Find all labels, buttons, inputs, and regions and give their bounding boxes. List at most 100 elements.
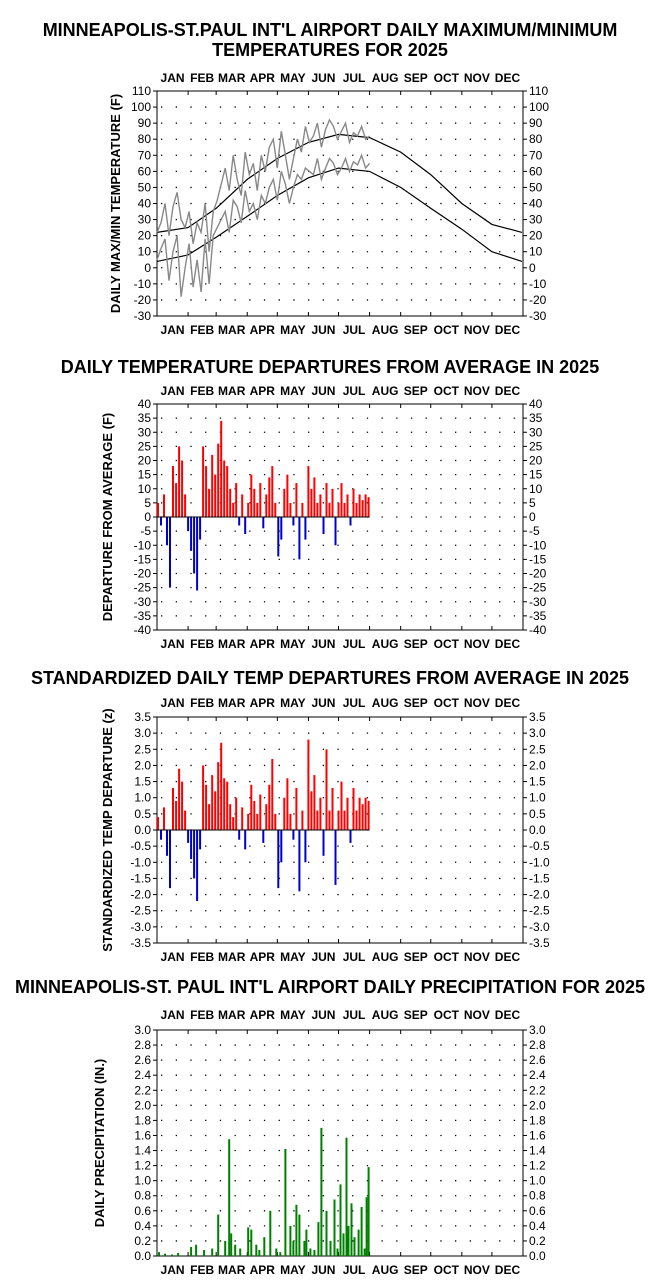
standardized-bar: [181, 781, 184, 830]
month-label-top: JUL: [343, 1008, 366, 1022]
y-tick-label-right: 40: [529, 397, 543, 411]
month-label-top: SEP: [404, 1008, 428, 1022]
y-tick-label: 1.8: [134, 1113, 151, 1127]
y-tick-label: 0.5: [134, 807, 151, 821]
standardized-bar: [214, 791, 217, 830]
month-label-top: APR: [250, 71, 276, 85]
y-tick-label: 1.2: [134, 1159, 151, 1173]
month-label-top: APR: [250, 696, 276, 710]
month-label-top: SEP: [404, 696, 428, 710]
y-tick-label-right: -35: [529, 609, 547, 623]
y-tick-label-right: 1.8: [529, 1113, 546, 1127]
precip-bar: [279, 1252, 282, 1256]
y-tick-label: -20: [134, 293, 152, 307]
y-tick-label-right: -30: [529, 595, 547, 609]
standardized-bar: [352, 788, 355, 830]
departures-bar: [205, 466, 208, 517]
y-tick-label: 0.2: [134, 1234, 151, 1248]
month-label-bottom: JUL: [343, 1263, 366, 1277]
y-tick-label-right: 90: [529, 116, 543, 130]
precip-bar: [298, 1214, 301, 1256]
y-tick-label-right: 100: [529, 100, 549, 114]
month-label-top: AUG: [372, 384, 399, 398]
standardized-bar: [166, 830, 168, 856]
month-label-top: SEP: [404, 71, 428, 85]
y-tick-label-right: 0: [529, 261, 536, 275]
month-label-bottom: APR: [250, 950, 276, 964]
y-tick-label: 0.4: [134, 1219, 151, 1233]
month-label-bottom: JUN: [311, 637, 335, 651]
standardized-bar: [172, 788, 174, 830]
y-tick-label-right: -1.0: [529, 855, 550, 869]
y-tick-label: -40: [134, 623, 152, 637]
y-tick-label-right: 30: [529, 213, 543, 227]
month-label-bottom: DEC: [495, 1263, 521, 1277]
month-label-top: JUL: [343, 696, 366, 710]
precip-bar: [313, 1250, 316, 1256]
month-label-top: JUL: [343, 71, 366, 85]
departures-bar: [196, 517, 199, 591]
departures-bar: [235, 483, 238, 517]
y-tick-label: 40: [138, 197, 152, 211]
month-label-top: DEC: [495, 384, 521, 398]
y-tick-label: -10: [134, 277, 152, 291]
month-label-top: AUG: [372, 1008, 399, 1022]
standardized-bar: [259, 794, 262, 830]
y-tick-label-right: 10: [529, 245, 543, 259]
standardized-bar: [184, 810, 187, 830]
month-label-top: FEB: [190, 71, 214, 85]
y-tick-label-right: 2.5: [529, 742, 546, 756]
month-label-top: JAN: [161, 1008, 185, 1022]
departures-bar: [166, 517, 168, 546]
y-tick-label-right: 1.6: [529, 1128, 546, 1142]
month-label-bottom: MAY: [280, 1263, 306, 1277]
y-tick-label-right: 20: [529, 454, 543, 468]
month-label-bottom: JAN: [161, 323, 185, 337]
standardized-bar: [367, 800, 370, 830]
standardized-bar: [328, 810, 331, 830]
y-tick-label-right: -10: [529, 277, 547, 291]
y-tick-label: 1.0: [134, 791, 151, 805]
month-label-top: JUN: [311, 384, 335, 398]
standardized-bar: [223, 778, 226, 830]
standardized-bar: [256, 813, 259, 830]
precip-bar: [228, 1139, 231, 1256]
departures-bar: [367, 497, 370, 517]
month-label-bottom: JUN: [311, 950, 335, 964]
standardized-bar: [307, 739, 310, 830]
standardized-bar: [250, 784, 253, 830]
month-label-bottom: MAY: [280, 323, 306, 337]
precip-bar: [158, 1252, 160, 1256]
standardized-bar: [262, 830, 265, 843]
departures-chart: DAILY TEMPERATURE DEPARTURES FROM AVERAG…: [61, 357, 599, 651]
y-tick-label-right: -2.5: [529, 904, 550, 918]
y-tick-label-right: 110: [529, 84, 548, 98]
month-label-top: JUL: [343, 384, 366, 398]
standardized-bar: [295, 788, 298, 830]
y-tick-label: 2.2: [134, 1083, 151, 1097]
month-label-bottom: JUL: [343, 950, 366, 964]
y-tick-label: 15: [138, 468, 152, 482]
month-label-bottom: DEC: [495, 323, 521, 337]
month-label-top: MAR: [218, 384, 246, 398]
month-label-bottom: DEC: [495, 637, 521, 651]
departures-bar: [277, 517, 280, 557]
standardized-bar: [325, 749, 328, 830]
precip-bar: [353, 1237, 356, 1256]
month-label-bottom: NOV: [464, 637, 490, 651]
precip-bar: [303, 1240, 306, 1256]
month-label-bottom: MAR: [218, 323, 246, 337]
precip-bar: [164, 1253, 166, 1256]
standardized-bar: [337, 810, 340, 830]
departures-bar: [208, 488, 211, 518]
month-label-top: AUG: [372, 696, 399, 710]
y-tick-label: -15: [134, 552, 152, 566]
standardized-bar: [286, 778, 289, 830]
observed-series-line-min: [156, 153, 371, 297]
y-tick-label: 5: [144, 496, 151, 510]
precip-bar: [275, 1248, 278, 1256]
standardized-bar: [271, 759, 274, 830]
y-tick-label-right: -3.5: [529, 936, 550, 950]
y-tick-label-right: -3.0: [529, 920, 550, 934]
